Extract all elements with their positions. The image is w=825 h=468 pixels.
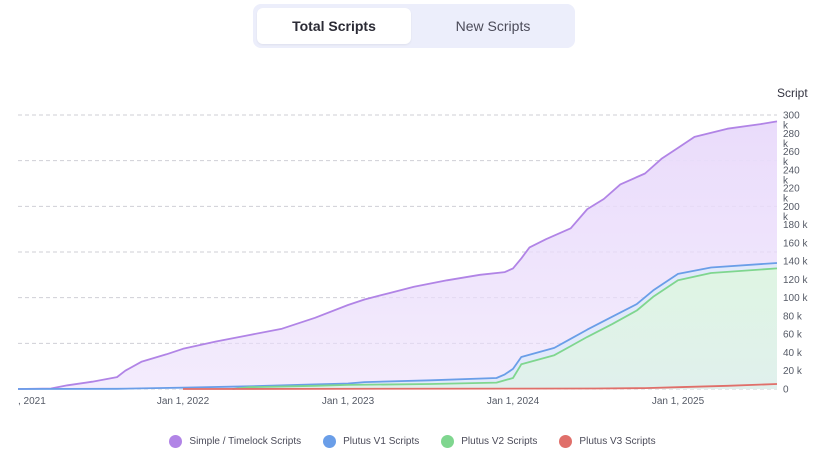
x-tick-label-3: Jan 1, 2024 — [487, 396, 540, 407]
series-areas — [18, 121, 777, 390]
y-tick-label-12: 240 k — [783, 165, 800, 186]
y-tick-label-15: 300 k — [783, 111, 800, 132]
legend-dot-simple — [169, 434, 183, 448]
y-axis-title: Script — [777, 86, 808, 100]
legend-item-plutus-v2[interactable]: Plutus V2 Scripts — [441, 430, 537, 452]
line-plutus-v3 — [182, 383, 778, 390]
legend-item-simple[interactable]: Simple / Timelock Scripts — [169, 430, 301, 452]
y-tick-label-13: 260 k — [783, 147, 800, 168]
legend-item-plutus-v3[interactable]: Plutus V3 Scripts — [559, 430, 656, 452]
legend-label-plutus-v1: Plutus V1 Scripts — [343, 435, 420, 447]
y-tick-label-7: 140 k — [783, 257, 808, 268]
area-simple — [18, 121, 777, 390]
legend-dot-plutus-v1 — [323, 434, 337, 448]
series-lines — [17, 120, 778, 390]
x-tick-label-4: Jan 1, 2025 — [652, 396, 705, 407]
view-tabs: Total Scripts New Scripts — [253, 4, 575, 48]
legend-item-plutus-v1[interactable]: Plutus V1 Scripts — [323, 430, 419, 452]
y-tick-label-3: 60 k — [783, 330, 803, 341]
x-axis: , 2021 Jan 1, 2022 Jan 1, 2023 Jan 1, 2024 J… — [18, 396, 705, 407]
line-plutus-v2 — [232, 267, 778, 390]
tab-total-scripts[interactable]: Total Scripts — [257, 8, 411, 44]
y-tick-label-11: 220 k — [783, 184, 800, 205]
legend-dot-plutus-v3 — [559, 434, 573, 448]
area-plutus-v2 — [232, 268, 777, 389]
y-tick-label-14: 280 k — [783, 129, 800, 150]
legend-dot-plutus-v2 — [441, 434, 455, 448]
y-tick-label-1: 20 k — [783, 366, 803, 377]
y-tick-label-2: 40 k — [783, 348, 803, 359]
legend: Simple / Timelock Scripts Plutus V1 Scri… — [0, 430, 825, 452]
y-tick-label-10: 200 k — [783, 202, 800, 223]
tab-new-scripts[interactable]: New Scripts — [455, 18, 531, 34]
legend-label-plutus-v3: Plutus V3 Scripts — [579, 435, 656, 447]
x-tick-label-0: , 2021 — [18, 396, 46, 407]
y-tick-label-6: 120 k — [783, 275, 808, 286]
y-tick-label-8: 160 k — [783, 238, 808, 249]
y-tick-label-9: 180 k — [783, 220, 808, 231]
y-tick-label-4: 80 k — [783, 311, 803, 322]
legend-label-simple: Simple / Timelock Scripts — [189, 435, 302, 447]
x-tick-label-1: Jan 1, 2022 — [157, 396, 210, 407]
y-axis: Script 0 20 k 40 k 60 k 80 k 100 k 120 k 140 k 16… — [777, 86, 808, 396]
y-tick-label-0: 0 — [783, 385, 789, 396]
y-tick-label-5: 100 k — [783, 293, 808, 304]
line-simple — [17, 120, 778, 390]
legend-label-plutus-v2: Plutus V2 Scripts — [461, 435, 538, 447]
x-tick-label-2: Jan 1, 2023 — [322, 396, 375, 407]
line-plutus-v1 — [17, 262, 778, 390]
